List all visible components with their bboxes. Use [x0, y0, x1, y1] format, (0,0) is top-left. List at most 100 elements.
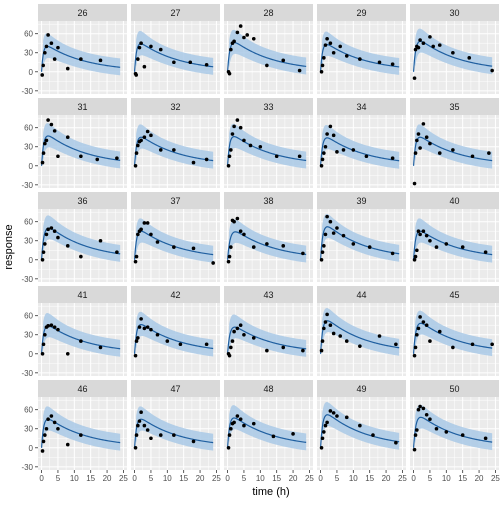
- data-point: [412, 76, 417, 80]
- data-point: [390, 251, 395, 256]
- data-point: [227, 433, 232, 437]
- x-tick-label: 25: [491, 474, 500, 483]
- facet-strip: [131, 192, 220, 209]
- facet-strip: [38, 4, 127, 21]
- data-point: [44, 44, 49, 49]
- data-point: [320, 157, 325, 162]
- data-point: [412, 257, 417, 262]
- data-point: [136, 423, 140, 428]
- x-tick-label: 15: [365, 474, 374, 483]
- data-point: [226, 163, 231, 168]
- data-point: [227, 353, 232, 358]
- data-point: [415, 138, 419, 143]
- y-tick-label: 30: [24, 425, 33, 434]
- x-tick-label: 5: [428, 474, 433, 483]
- data-point: [364, 154, 369, 159]
- data-point: [328, 323, 333, 328]
- data-point: [325, 36, 329, 41]
- data-point: [145, 428, 150, 432]
- data-point: [483, 250, 488, 254]
- x-tick-label: 5: [149, 474, 154, 483]
- facet-strip: [38, 286, 127, 303]
- facet-label: 41: [77, 290, 87, 300]
- data-point: [424, 412, 429, 417]
- data-point: [413, 345, 418, 350]
- x-tick-label: 20: [289, 474, 298, 483]
- x-axis-title: time (h): [252, 486, 289, 498]
- facet-label: 49: [356, 384, 366, 394]
- data-point: [139, 227, 143, 232]
- data-point: [490, 342, 494, 347]
- data-point: [301, 348, 305, 353]
- facet-label: 33: [263, 102, 273, 112]
- data-point: [281, 244, 286, 248]
- data-point: [418, 232, 422, 237]
- data-point: [149, 436, 153, 441]
- data-point: [470, 342, 475, 347]
- data-point: [229, 345, 233, 350]
- x-tick-label: 15: [86, 474, 95, 483]
- data-point: [281, 58, 286, 63]
- data-point: [319, 445, 324, 450]
- data-point: [251, 421, 256, 426]
- data-point: [344, 54, 349, 58]
- data-point: [52, 229, 57, 234]
- data-point: [238, 229, 243, 234]
- facet-strip: [410, 98, 499, 115]
- facet-strip: [224, 380, 313, 397]
- data-point: [421, 320, 426, 324]
- data-point: [149, 232, 153, 237]
- data-point: [424, 323, 429, 328]
- data-point: [41, 439, 46, 444]
- data-point: [297, 154, 302, 159]
- data-point: [444, 430, 449, 434]
- data-point: [483, 436, 488, 441]
- data-point: [43, 242, 47, 246]
- data-point: [56, 327, 60, 332]
- data-point: [242, 332, 246, 337]
- y-tick-label: -30: [21, 87, 33, 96]
- y-tick-label: 0: [29, 350, 34, 359]
- data-point: [335, 414, 339, 418]
- data-point: [251, 245, 256, 249]
- x-tick-label: 10: [163, 474, 172, 483]
- data-point: [133, 353, 138, 358]
- data-point: [226, 445, 231, 450]
- data-point: [227, 254, 232, 259]
- x-tick-label: 15: [272, 474, 281, 483]
- y-tick-label: 0: [29, 162, 34, 171]
- facet-label: 38: [263, 196, 273, 206]
- facet-label: 27: [170, 8, 180, 18]
- data-point: [136, 336, 140, 340]
- x-tick-label: 25: [212, 474, 221, 483]
- x-tick-label: 10: [70, 474, 79, 483]
- data-point: [158, 433, 163, 437]
- facet-strip: [131, 286, 220, 303]
- facet-label: 39: [356, 196, 366, 206]
- data-point: [232, 124, 236, 129]
- data-point: [451, 345, 455, 350]
- data-point: [319, 163, 324, 168]
- data-point: [52, 420, 57, 425]
- data-point: [191, 246, 196, 251]
- data-point: [328, 409, 333, 413]
- data-point: [136, 57, 140, 61]
- data-point: [115, 250, 119, 254]
- data-point: [415, 332, 419, 337]
- fitted-line: [412, 416, 493, 448]
- data-point: [230, 132, 235, 136]
- data-point: [49, 414, 54, 418]
- data-point: [331, 231, 336, 235]
- data-point: [79, 433, 83, 437]
- facet-label: 32: [170, 102, 180, 112]
- facet-strip: [317, 286, 406, 303]
- facet-label: 40: [449, 196, 459, 206]
- x-tick-label: 0: [39, 474, 44, 483]
- data-point: [155, 332, 160, 337]
- data-point: [281, 345, 286, 350]
- data-point: [242, 138, 246, 143]
- facet-strip: [224, 192, 313, 209]
- data-point: [341, 233, 346, 238]
- data-point: [323, 423, 328, 428]
- data-point: [235, 216, 240, 221]
